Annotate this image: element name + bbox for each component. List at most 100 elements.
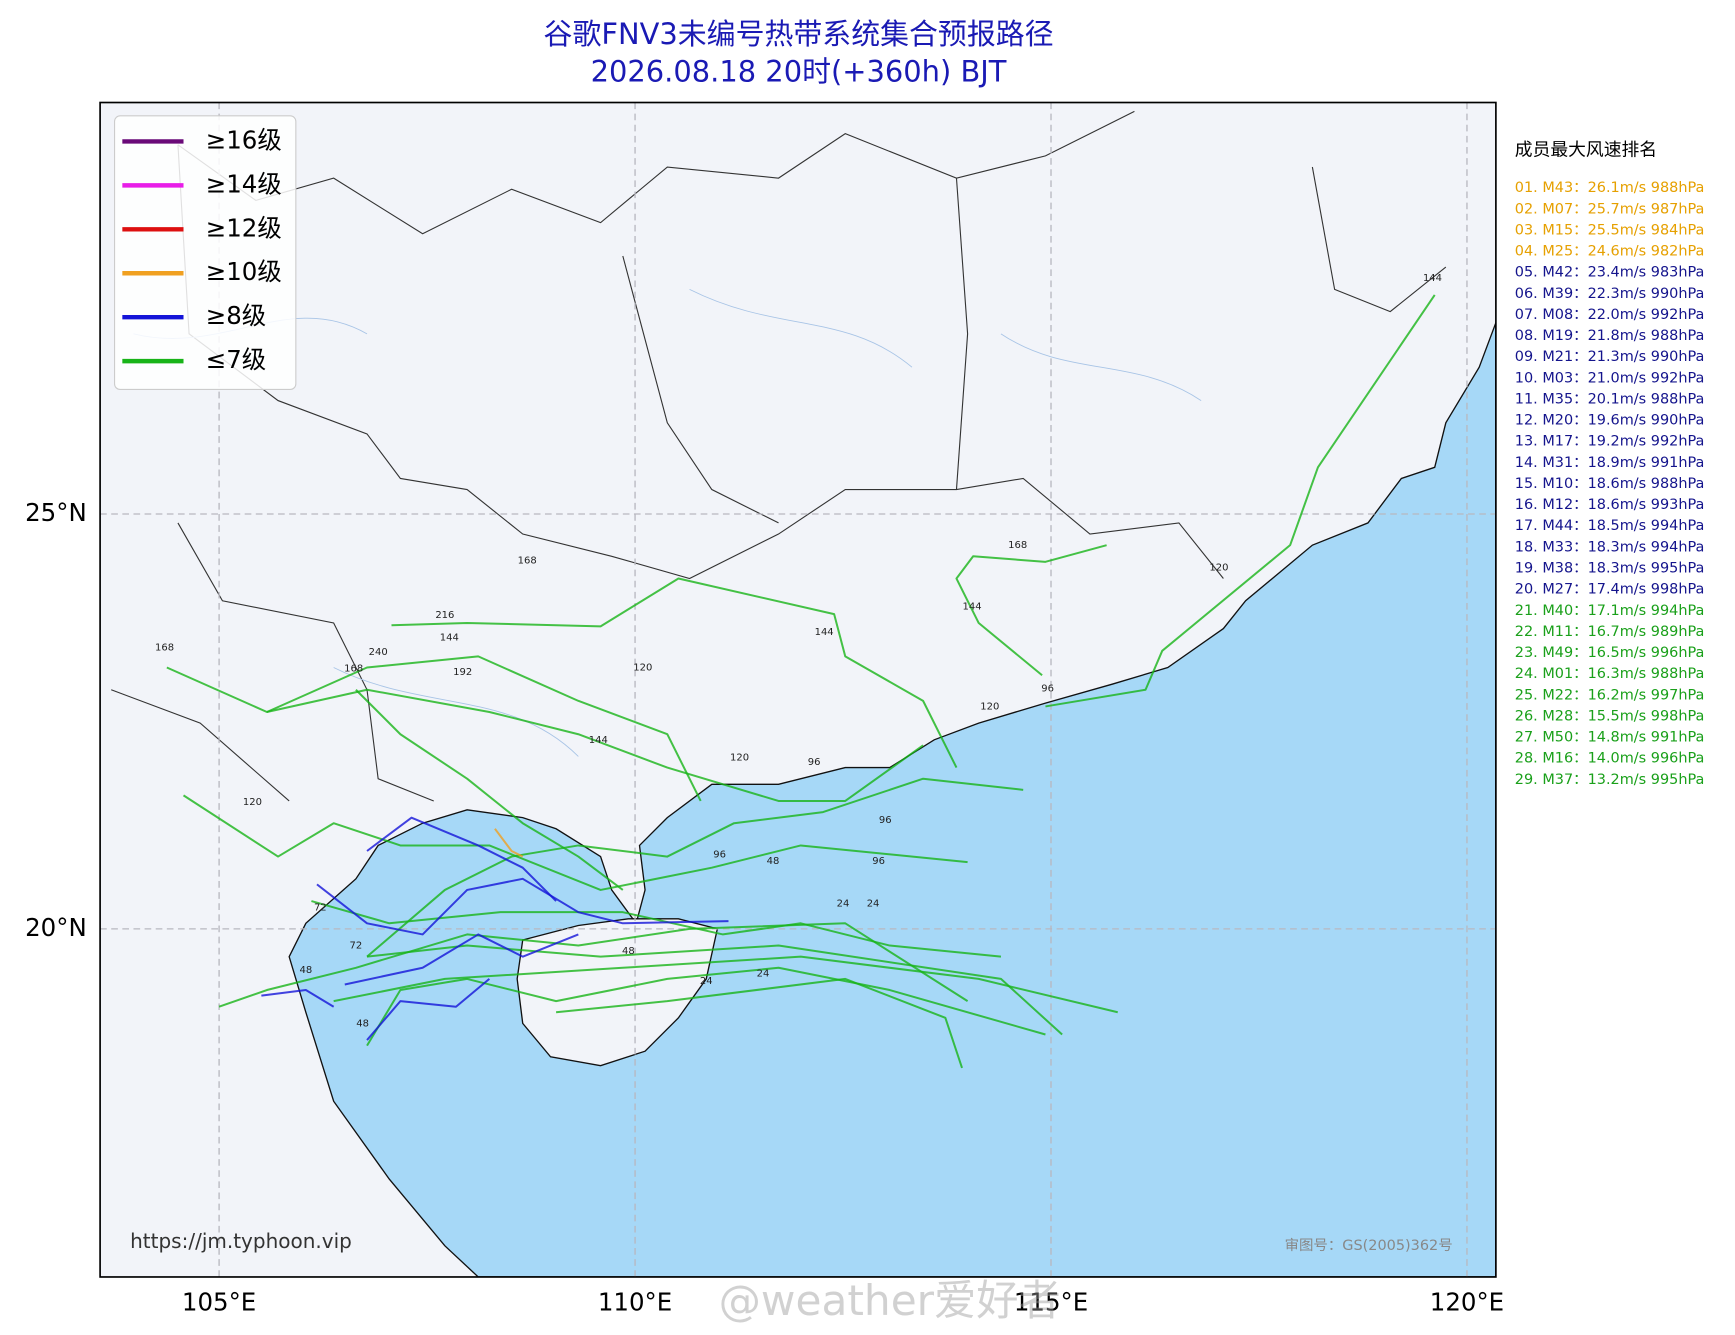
legend-label: ≥16级 (206, 125, 282, 154)
track-label: 168 (155, 642, 174, 653)
track-label: 48 (299, 965, 312, 976)
province-borders (111, 110, 1447, 802)
ranking-item: 01. M43：26.1m/s 988hPa (1515, 180, 1705, 196)
track-label: 48 (767, 856, 780, 867)
site-url: https://jm.typhoon.vip (130, 1229, 352, 1253)
ranking-item: 10. M03：21.0m/s 992hPa (1515, 370, 1705, 386)
legend-label: ≥14级 (206, 169, 282, 198)
legend-label: ≤7级 (206, 345, 267, 374)
track-label: 24 (700, 976, 713, 987)
track-label: 168 (1008, 540, 1027, 551)
track-label: 144 (815, 627, 834, 638)
ranking-item: 14. M31：18.9m/s 991hPa (1515, 455, 1705, 471)
track-label: 120 (633, 663, 652, 674)
ranking-item: 27. M50：14.8m/s 991hPa (1515, 730, 1705, 746)
track-label: 48 (622, 946, 635, 957)
track (366, 816, 557, 902)
ranking-item: 04. M25：24.6m/s 982hPa (1515, 244, 1705, 260)
ranking-item: 29. M37：13.2m/s 995hPa (1515, 772, 1705, 788)
track (166, 666, 924, 802)
title: 谷歌FNV3未编号热带系统集合预报路径 (544, 17, 1054, 51)
lon-label: 120°E (1430, 1288, 1504, 1317)
track-label: 216 (435, 610, 454, 621)
track-label: 144 (440, 632, 459, 643)
track-label: 240 (369, 647, 388, 658)
track-label: 96 (713, 849, 726, 860)
ranking-item: 05. M42：23.4m/s 983hPa (1515, 265, 1705, 281)
track (391, 577, 958, 769)
ranking-item: 26. M28：15.5m/s 998hPa (1515, 708, 1705, 724)
subtitle: 2026.08.18 20时(+360h) BJT (591, 55, 1007, 89)
lon-label: 105°E (182, 1288, 256, 1317)
ranking-item: 16. M12：18.6m/s 993hPa (1515, 497, 1705, 513)
track-label: 72 (314, 903, 327, 914)
track (366, 777, 1024, 958)
map-area: 144 168 120 168 144 216 144 240 168 192 … (100, 102, 1496, 1277)
track-label: 120 (1209, 562, 1228, 573)
ranking-item: 06. M39：22.3m/s 990hPa (1515, 286, 1705, 302)
track (366, 978, 490, 1041)
track-label: 192 (453, 667, 472, 678)
ranking-item: 11. M35：20.1m/s 988hPa (1515, 391, 1705, 407)
ranking-item: 28. M16：14.0m/s 996hPa (1515, 751, 1705, 767)
ranking-item: 23. M49：16.5m/s 996hPa (1515, 645, 1705, 661)
track-label: 120 (243, 797, 262, 808)
lat-label: 25°N (25, 498, 87, 527)
track-label: 24 (837, 898, 850, 909)
track (218, 922, 969, 1008)
ranking-item: 13. M17：19.2m/s 992hPa (1515, 434, 1705, 450)
track (366, 966, 1046, 1047)
legend: ≥16级 ≥14级 ≥12级 ≥10级 ≥8级 ≤7级 (122, 125, 282, 374)
ranking-item: 22. M11：16.7m/s 989hPa (1515, 624, 1705, 640)
track (266, 655, 702, 802)
tracks (166, 294, 1436, 1069)
legend-label: ≥12级 (206, 213, 282, 242)
legend-label: ≥8级 (206, 301, 267, 330)
track (333, 955, 1118, 1014)
lon-label: 110°E (598, 1288, 672, 1317)
map-frame (99, 101, 1497, 1278)
watermark: @weather爱好者 (719, 1276, 1061, 1325)
track (494, 828, 524, 858)
track-label: 72 (350, 941, 363, 952)
track-label: 24 (867, 898, 880, 909)
legend-label: ≥10级 (206, 257, 282, 286)
ranking-item: 20. M27：17.4m/s 998hPa (1515, 582, 1705, 598)
track-label: 96 (808, 757, 821, 768)
track (1045, 294, 1436, 708)
track-label: 96 (872, 856, 885, 867)
track (261, 989, 335, 1008)
ranking-item: 19. M38：18.3m/s 995hPa (1515, 561, 1705, 577)
ranking-item: 24. M01：16.3m/s 988hPa (1515, 666, 1705, 682)
lon-label: 115°E (1014, 1288, 1088, 1317)
ranking-item: 21. M40：17.1m/s 994hPa (1515, 603, 1705, 619)
approval-number: 审图号：GS(2005)362号 (1285, 1237, 1453, 1254)
track (311, 900, 1002, 958)
track (182, 794, 968, 891)
lat-label: 20°N (25, 913, 87, 942)
ranking-title: 成员最大风速排名 (1515, 139, 1657, 160)
ranking-item: 09. M21：21.3m/s 990hPa (1515, 349, 1705, 365)
ranking: 成员最大风速排名 01. M43：26.1m/s 988hPa 02. M07：25… (1515, 139, 1705, 787)
ranking-item: 08. M19：21.8m/s 988hPa (1515, 328, 1705, 344)
track-label: 144 (1423, 273, 1442, 284)
track-labels: 144 168 120 168 144 216 144 240 168 192 … (155, 273, 1442, 1029)
track-label: 96 (879, 815, 892, 826)
track (316, 877, 729, 936)
track (955, 544, 1107, 677)
track-label: 24 (757, 968, 770, 979)
track-label: 120 (980, 701, 999, 712)
track-label: 168 (344, 664, 363, 675)
ranking-item: 02. M07：25.7m/s 987hPa (1515, 201, 1705, 217)
track (355, 689, 624, 891)
track-label: 144 (589, 735, 608, 746)
track-label: 96 (1041, 684, 1054, 695)
track-label: 168 (518, 556, 537, 567)
track-label: 48 (356, 1018, 369, 1029)
ranking-item: 07. M08：22.0m/s 992hPa (1515, 307, 1705, 323)
track (555, 977, 963, 1069)
track-label: 144 (962, 601, 981, 612)
track-label: 120 (730, 753, 749, 764)
